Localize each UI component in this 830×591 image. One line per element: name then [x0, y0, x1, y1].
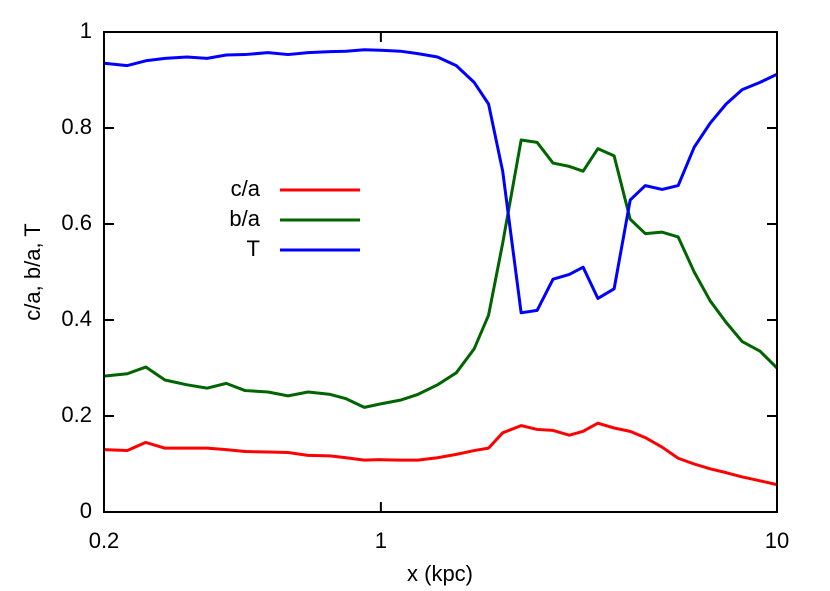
- data-line: [103, 421, 778, 487]
- y-tick-label: 1: [80, 18, 92, 43]
- y-tick-label: 0: [80, 498, 92, 523]
- data-line: [103, 48, 778, 315]
- x-tick-label: 0.2: [89, 528, 120, 553]
- y-tick-label: 0.6: [61, 210, 92, 235]
- y-tick-label: 0.8: [61, 114, 92, 139]
- plot-frame: [103, 31, 778, 513]
- y-tick-label: 0.2: [61, 402, 92, 427]
- x-tick-label: 1: [375, 528, 387, 553]
- y-axis-label: c/a, b/a, T: [20, 223, 45, 320]
- x-tick-label: 10: [765, 528, 789, 553]
- y-tick-label: 0.4: [61, 306, 92, 331]
- legend-label: b/a: [229, 206, 260, 231]
- legend-label: c/a: [231, 176, 261, 201]
- data-line: [103, 138, 779, 409]
- legend-label: T: [247, 236, 260, 261]
- x-axis-label: x (kpc): [407, 561, 473, 586]
